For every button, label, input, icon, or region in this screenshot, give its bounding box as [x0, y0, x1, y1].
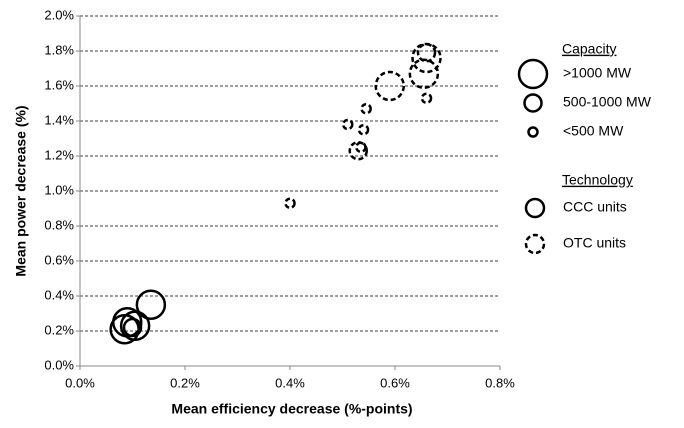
- y-axis-label: Mean power decrease (%): [13, 105, 29, 276]
- size-legend-marker: [517, 58, 549, 90]
- x-axis-label: Mean efficiency decrease (%-points): [171, 401, 412, 417]
- bubble: [119, 310, 151, 341]
- bubble: [284, 197, 296, 209]
- y-tick-label: 1.8%: [44, 42, 74, 57]
- y-tick-label: 0.2%: [44, 322, 74, 337]
- legend-title: Technology: [562, 172, 633, 188]
- bubble: [357, 124, 370, 136]
- bubble: [355, 141, 367, 153]
- legend-marker: [524, 197, 546, 219]
- y-tick-label: 1.2%: [44, 147, 74, 162]
- bubble: [416, 43, 437, 63]
- legend-label: CCC units: [563, 199, 627, 215]
- y-tick-label: 0.4%: [44, 287, 74, 302]
- legend-label: OTC units: [563, 235, 626, 251]
- x-tick-label: 0.2%: [170, 375, 200, 390]
- bubble: [420, 92, 433, 104]
- x-tick-label: 0.8%: [485, 375, 515, 390]
- size-legend-marker: [527, 126, 539, 138]
- bubble: [408, 58, 440, 89]
- size-legend-marker: [523, 93, 543, 113]
- size-legend-label: 500-1000 MW: [563, 94, 652, 110]
- bubble: [374, 70, 405, 102]
- y-tick-label: 0.8%: [44, 217, 74, 232]
- legend-marker: [524, 233, 546, 255]
- y-tick-label: 0.6%: [44, 252, 74, 267]
- bubble: [348, 141, 368, 161]
- size-legend-label: >1000 MW: [563, 65, 632, 81]
- size-legend-title: Capacity: [562, 41, 616, 57]
- y-tick-label: 2.0%: [44, 7, 74, 22]
- x-tick-label: 0.6%: [380, 375, 410, 390]
- x-tick-label: 0.4%: [275, 375, 305, 390]
- y-tick-label: 1.0%: [44, 182, 74, 197]
- bubble: [360, 103, 372, 115]
- y-tick-label: 0.0%: [44, 357, 74, 372]
- bubble: [411, 42, 442, 74]
- bubble: [122, 317, 143, 338]
- bubble: [135, 289, 167, 320]
- x-tick-label: 0.0%: [65, 375, 95, 390]
- y-tick-label: 1.6%: [44, 77, 74, 92]
- size-legend-label: <500 MW: [563, 123, 624, 139]
- bubble: [342, 118, 354, 131]
- y-tick-label: 1.4%: [44, 112, 74, 127]
